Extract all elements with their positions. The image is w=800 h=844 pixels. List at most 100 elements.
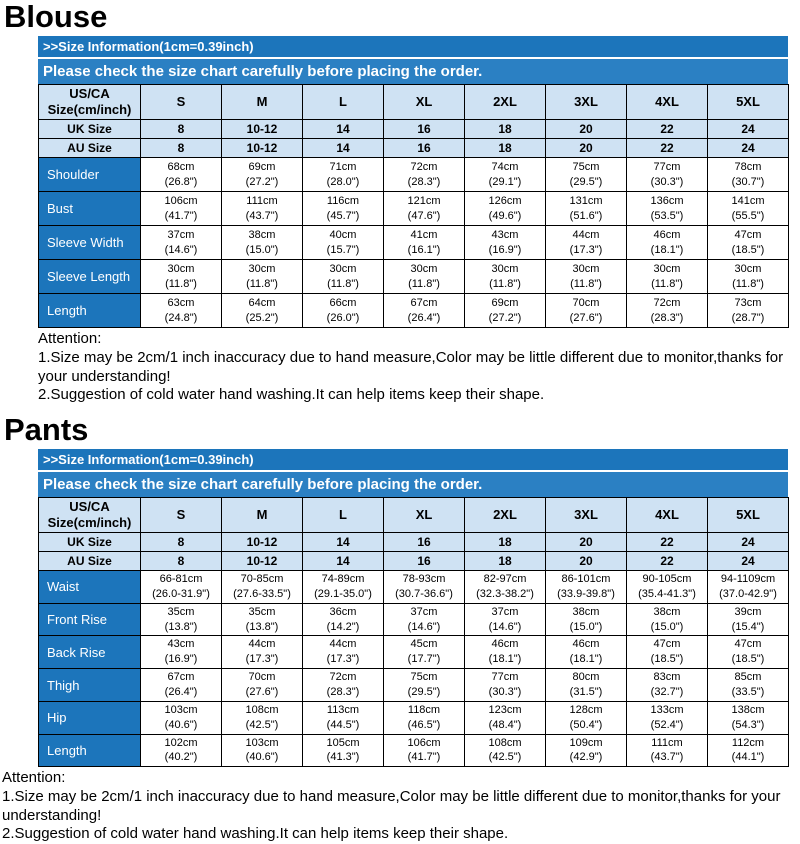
size-cell: 36cm (14.2") bbox=[302, 602, 384, 637]
blouse-notice-bar: Please check the size chart carefully be… bbox=[38, 58, 788, 84]
size-cell: 66cm (26.0") bbox=[302, 293, 384, 329]
size-header: L bbox=[302, 83, 384, 121]
size-cell: 38cm (15.0") bbox=[545, 602, 627, 637]
size-cell: 47cm (18.5") bbox=[707, 225, 789, 261]
size-cell: 35cm (13.8") bbox=[221, 602, 303, 637]
size-header: 3XL bbox=[545, 83, 627, 121]
size-cell: 108cm (42.5") bbox=[464, 733, 546, 768]
table-header-row: US/CA Size(cm/inch) S M L XL 2XL 3XL 4XL… bbox=[38, 83, 789, 121]
size-header: 5XL bbox=[707, 83, 789, 121]
size-cell: 118cm (46.5") bbox=[383, 700, 465, 735]
size-cell: 10-12 bbox=[221, 119, 303, 140]
size-cell: 74cm (29.1") bbox=[464, 157, 546, 193]
size-cell: 14 bbox=[302, 119, 384, 140]
size-cell: 37cm (14.6") bbox=[383, 602, 465, 637]
corner-header: US/CA Size(cm/inch) bbox=[38, 496, 141, 534]
size-cell: 8 bbox=[140, 138, 222, 159]
size-cell: 20 bbox=[545, 138, 627, 159]
size-cell: 16 bbox=[383, 119, 465, 140]
table-header-row: US/CA Size(cm/inch) S M L XL 2XL 3XL 4XL… bbox=[38, 496, 789, 534]
size-cell: 102cm (40.2") bbox=[140, 733, 222, 768]
size-header: 2XL bbox=[464, 83, 546, 121]
table-row: Hip 103cm (40.6") 108cm (42.5") 113cm (4… bbox=[38, 700, 789, 735]
size-cell: 18 bbox=[464, 119, 546, 140]
size-cell: 67cm (26.4") bbox=[383, 293, 465, 329]
size-cell: 46cm (18.1") bbox=[545, 635, 627, 670]
table-row: Thigh 67cm (26.4") 70cm (27.6") 72cm (28… bbox=[38, 668, 789, 702]
size-cell: 22 bbox=[626, 138, 708, 159]
size-cell: 30cm (11.8") bbox=[626, 259, 708, 295]
row-label: Length bbox=[38, 293, 141, 329]
size-cell: 108cm (42.5") bbox=[221, 700, 303, 735]
size-cell: 35cm (13.8") bbox=[140, 602, 222, 637]
size-cell: 30cm (11.8") bbox=[707, 259, 789, 295]
size-cell: 112cm (44.1") bbox=[707, 733, 789, 768]
size-cell: 14 bbox=[302, 532, 384, 553]
size-header: 4XL bbox=[626, 496, 708, 534]
size-cell: 30cm (11.8") bbox=[302, 259, 384, 295]
attention-line-2: 2.Suggestion of cold water hand washing.… bbox=[2, 825, 509, 843]
size-cell: 74-89cm (29.1-35.0") bbox=[302, 570, 384, 604]
table-row: Front Rise 35cm (13.8") 35cm (13.8") 36c… bbox=[38, 602, 789, 637]
au-size-row: AU Size 8 10-12 14 16 18 20 22 24 bbox=[38, 138, 789, 159]
size-cell: 85cm (33.5") bbox=[707, 668, 789, 702]
size-cell: 24 bbox=[707, 532, 789, 553]
size-cell: 30cm (11.8") bbox=[464, 259, 546, 295]
size-cell: 37cm (14.6") bbox=[464, 602, 546, 637]
blouse-attention: Attention: 1.Size may be 2cm/1 inch inac… bbox=[38, 330, 790, 405]
size-cell: 8 bbox=[140, 119, 222, 140]
size-cell: 83cm (32.7") bbox=[626, 668, 708, 702]
size-cell: 67cm (26.4") bbox=[140, 668, 222, 702]
size-cell: 75cm (29.5") bbox=[545, 157, 627, 193]
corner-header: US/CA Size(cm/inch) bbox=[38, 83, 141, 121]
size-cell: 24 bbox=[707, 551, 789, 572]
size-header: M bbox=[221, 83, 303, 121]
size-cell: 69cm (27.2") bbox=[221, 157, 303, 193]
size-cell: 106cm (41.7") bbox=[383, 733, 465, 768]
size-header: L bbox=[302, 496, 384, 534]
size-cell: 73cm (28.7") bbox=[707, 293, 789, 329]
size-cell: 94-1109cm (37.0-42.9") bbox=[707, 570, 789, 604]
size-cell: 30cm (11.8") bbox=[221, 259, 303, 295]
size-cell: 18 bbox=[464, 532, 546, 553]
row-label: Waist bbox=[38, 570, 141, 604]
size-cell: 66-81cm (26.0-31.9") bbox=[140, 570, 222, 604]
size-cell: 105cm (41.3") bbox=[302, 733, 384, 768]
pants-content: >>Size Information(1cm=0.39inch) Please … bbox=[38, 448, 789, 768]
attention-line-2: 2.Suggestion of cold water hand washing.… bbox=[38, 386, 545, 404]
blouse-size-table: US/CA Size(cm/inch) S M L XL 2XL 3XL 4XL… bbox=[38, 83, 789, 329]
size-cell: 16 bbox=[383, 138, 465, 159]
size-cell: 47cm (18.5") bbox=[626, 635, 708, 670]
size-cell: 20 bbox=[545, 551, 627, 572]
size-cell: 40cm (15.7") bbox=[302, 225, 384, 261]
size-cell: 86-101cm (33.9-39.8") bbox=[545, 570, 627, 604]
size-cell: 103cm (40.6") bbox=[140, 700, 222, 735]
attention-line-1: 1.Size may be 2cm/1 inch inaccuracy due … bbox=[38, 348, 784, 385]
size-cell: 24 bbox=[707, 119, 789, 140]
row-label: Shoulder bbox=[38, 157, 141, 193]
pants-size-info-bar: >>Size Information(1cm=0.39inch) bbox=[38, 448, 788, 470]
size-cell: 106cm (41.7") bbox=[140, 191, 222, 227]
size-cell: 8 bbox=[140, 551, 222, 572]
size-cell: 70cm (27.6") bbox=[545, 293, 627, 329]
pants-title: Pants bbox=[4, 412, 89, 448]
size-cell: 68cm (26.8") bbox=[140, 157, 222, 193]
attention-heading: Attention: bbox=[38, 330, 102, 348]
row-label: Thigh bbox=[38, 668, 141, 702]
size-cell: 16 bbox=[383, 551, 465, 572]
size-cell: 22 bbox=[626, 532, 708, 553]
size-cell: 47cm (18.5") bbox=[707, 635, 789, 670]
size-cell: 111cm (43.7") bbox=[626, 733, 708, 768]
size-cell: 14 bbox=[302, 138, 384, 159]
size-cell: 10-12 bbox=[221, 532, 303, 553]
size-cell: 43cm (16.9") bbox=[140, 635, 222, 670]
row-label: AU Size bbox=[38, 551, 141, 572]
pants-size-table: US/CA Size(cm/inch) S M L XL 2XL 3XL 4XL… bbox=[38, 496, 789, 768]
row-label: Length bbox=[38, 733, 141, 768]
row-label: UK Size bbox=[38, 119, 141, 140]
size-cell: 123cm (48.4") bbox=[464, 700, 546, 735]
size-cell: 128cm (50.4") bbox=[545, 700, 627, 735]
size-header: 3XL bbox=[545, 496, 627, 534]
size-header: S bbox=[140, 83, 222, 121]
size-cell: 77cm (30.3") bbox=[464, 668, 546, 702]
